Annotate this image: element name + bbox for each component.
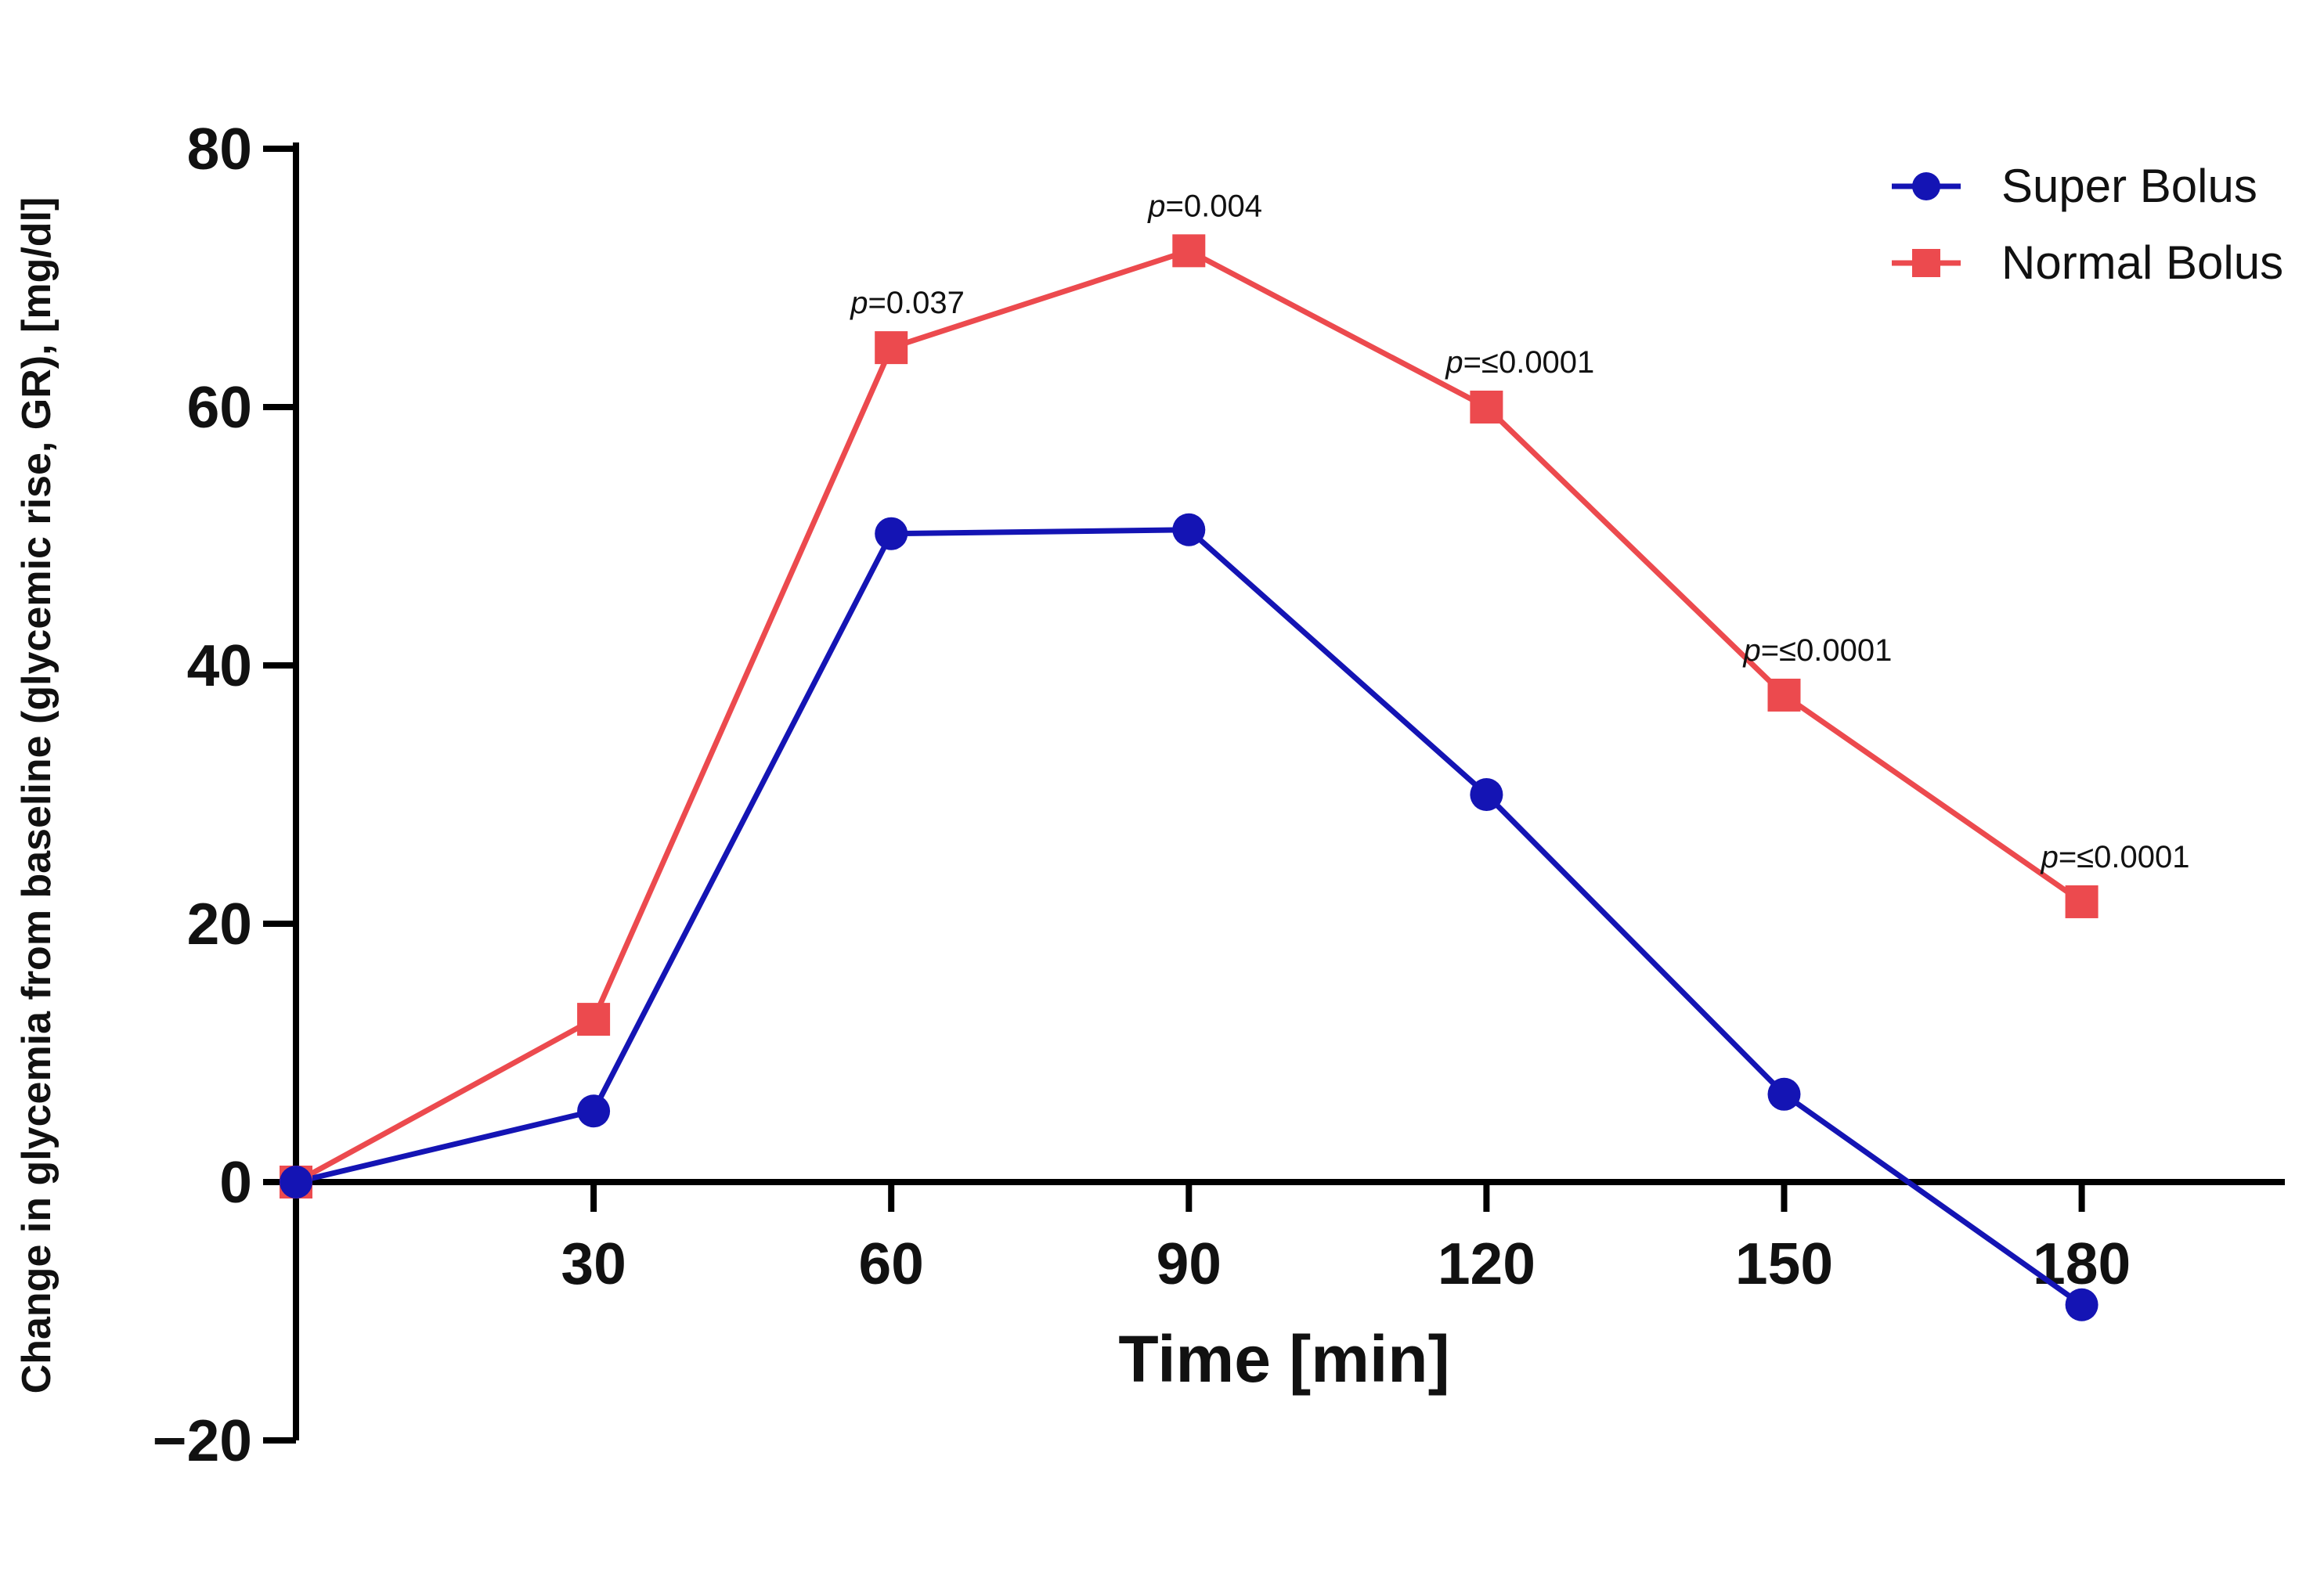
data-point-super-bolus	[2065, 1288, 2098, 1321]
data-point-normal-bolus	[1767, 678, 1801, 712]
data-point-normal-bolus	[2065, 885, 2098, 918]
data-point-super-bolus	[1172, 513, 1206, 546]
y-ticks: 80 60 40 20 0 −20	[153, 116, 296, 1473]
x-tick-label: 60	[858, 1231, 923, 1296]
p-value-label: p=0.004	[1147, 189, 1262, 223]
data-point-super-bolus	[577, 1094, 611, 1128]
y-tick-label: 0	[219, 1149, 252, 1215]
annotation-layer: p=0.037 p=0.004 p=≤0.0001 p=≤0.0001 p=≤0.000…	[850, 189, 2189, 874]
x-tick-label: 180	[2033, 1231, 2131, 1296]
y-tick-label: −20	[153, 1408, 252, 1473]
x-axis-title: Time [min]	[1118, 1322, 1449, 1396]
data-point-normal-bolus	[1172, 234, 1206, 268]
y-tick-label: 80	[187, 116, 252, 182]
series-layer	[280, 234, 2098, 1321]
data-point-normal-bolus	[1470, 391, 1503, 424]
legend-marker-square	[1912, 249, 1940, 277]
x-tick-label: 120	[1438, 1231, 1536, 1296]
data-point-super-bolus	[280, 1166, 312, 1199]
p-value-label: p=0.037	[850, 286, 965, 320]
data-point-normal-bolus	[577, 1003, 611, 1036]
p-value-label: p=≤0.0001	[2041, 840, 2190, 874]
p-value-label: p=≤0.0001	[1445, 345, 1594, 380]
x-tick-label: 150	[1735, 1231, 1833, 1296]
y-tick-label: 60	[187, 374, 252, 440]
y-tick-label: 20	[187, 891, 252, 957]
legend-label-super-bolus: Super Bolus	[2001, 160, 2257, 212]
series-line-normal-bolus	[294, 247, 2084, 1185]
x-tick-label: 90	[1157, 1231, 1222, 1296]
y-axis-title: Change in glycemia from baseline (glycem…	[14, 197, 60, 1394]
x-ticks: 30 60 90 120 150 180	[561, 1182, 2131, 1296]
data-point-super-bolus	[1470, 778, 1503, 811]
data-point-super-bolus	[875, 517, 908, 550]
legend-label-normal-bolus: Normal Bolus	[2001, 236, 2283, 289]
legend: Super Bolus Normal Bolus	[1892, 160, 2283, 289]
data-point-super-bolus	[1767, 1077, 1801, 1111]
y-tick-label: 40	[187, 633, 252, 698]
data-point-normal-bolus	[875, 331, 908, 365]
legend-marker-circle	[1912, 172, 1940, 200]
p-value-label: p=≤0.0001	[1743, 633, 1893, 668]
x-tick-label: 30	[561, 1231, 626, 1296]
